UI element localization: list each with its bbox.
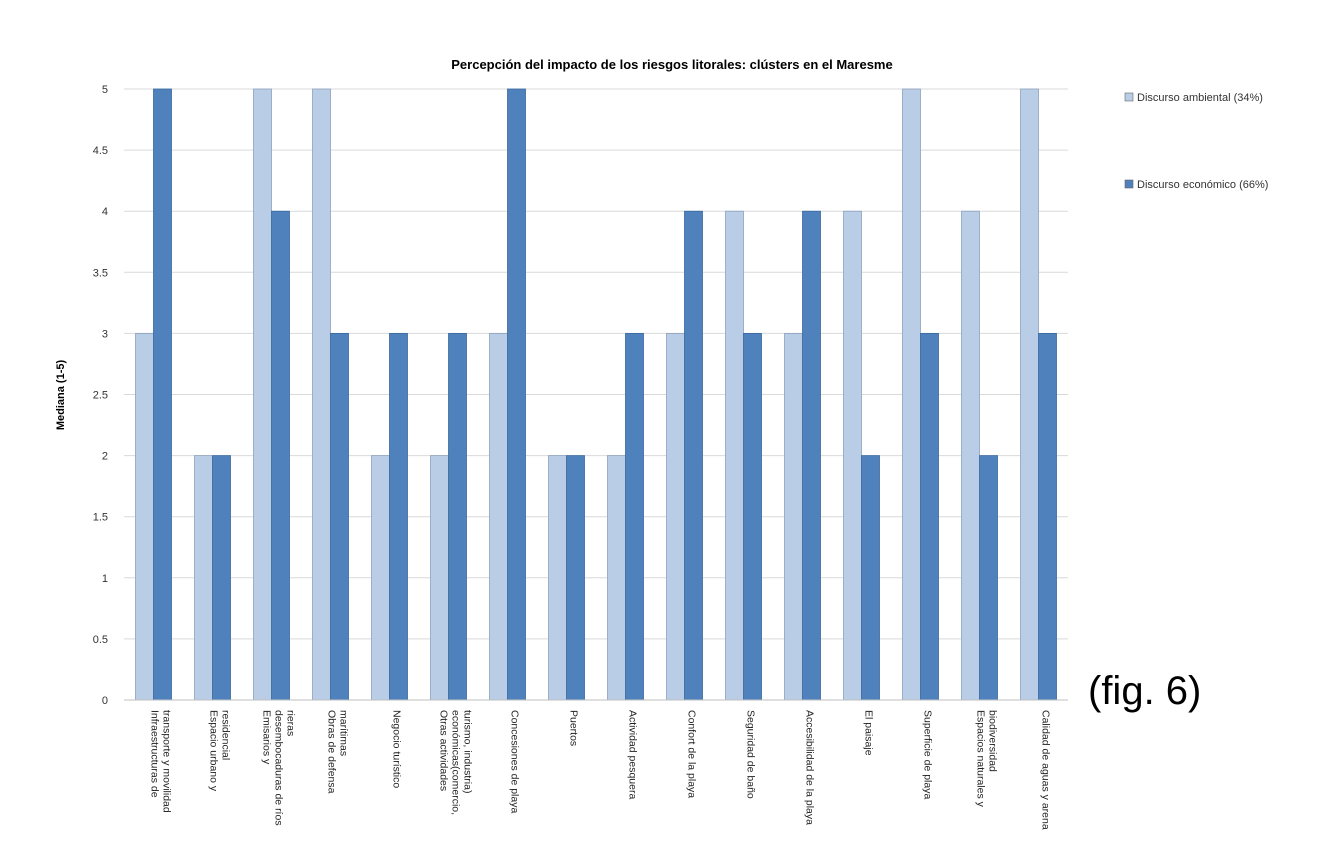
category-label: Infraestructuras de transporte y movilida… bbox=[149, 710, 173, 813]
bar-economico bbox=[448, 332, 467, 701]
bar-economico bbox=[330, 332, 349, 701]
category-label-line: Obras de defensa bbox=[326, 710, 338, 794]
y-tick-label: 4.5 bbox=[93, 145, 108, 157]
bar-ambiental bbox=[371, 455, 390, 701]
y-tick-label: 3.5 bbox=[93, 267, 108, 279]
category-label-line: Infraestructuras de bbox=[149, 710, 161, 798]
category-label-line: Espacio urbano y bbox=[208, 710, 220, 792]
y-axis-ticks: 0 0.5 1 1.5 2 2.5 3 3.5 4 4.5 5 bbox=[93, 84, 108, 707]
category-label-line: El paisaje bbox=[863, 710, 875, 756]
y-tick-label: 0 bbox=[102, 695, 108, 707]
y-tick-label: 0.5 bbox=[93, 634, 108, 646]
category-label: Emisarios y desembocaduras de ríos rieras bbox=[261, 710, 297, 826]
legend-swatch bbox=[1124, 179, 1134, 189]
category-label-line: transporte y movilidad bbox=[161, 710, 173, 813]
category-label: Concesiones de playa bbox=[509, 710, 521, 813]
legend-label: Discurso económico (66%) bbox=[1137, 179, 1268, 191]
category-label: Calidad de aguas y arena bbox=[1040, 710, 1052, 830]
bar-ambiental bbox=[430, 455, 449, 701]
bar-economico bbox=[743, 332, 762, 701]
bar-ambiental bbox=[725, 210, 744, 701]
bar-economico bbox=[153, 88, 172, 701]
category-label-line: económicas(comercio, bbox=[450, 710, 462, 815]
legend-swatch bbox=[1124, 92, 1134, 102]
bar-ambiental bbox=[607, 455, 626, 701]
category-label: Obras de defensa marítimas bbox=[326, 710, 350, 794]
y-axis-label: Mediana (1-5) bbox=[55, 360, 67, 431]
bar-ambiental bbox=[784, 332, 803, 701]
category-label-line: desembocaduras de ríos bbox=[273, 710, 285, 826]
bar-ambiental bbox=[902, 88, 921, 701]
category-label-line: Emisarios y bbox=[261, 710, 273, 765]
legend-label: Discurso ambiental (34%) bbox=[1137, 92, 1263, 104]
y-tick-label: 4 bbox=[102, 206, 108, 218]
category-label-line: Concesiones de playa bbox=[509, 710, 521, 813]
bars bbox=[135, 88, 1057, 701]
y-tick-label: 1.5 bbox=[93, 512, 108, 524]
bar-ambiental bbox=[666, 332, 685, 701]
category-label-line: Otras actividades bbox=[438, 710, 450, 791]
category-label: Negocio turístico bbox=[391, 710, 403, 788]
bar-economico bbox=[566, 455, 585, 701]
legend: Discurso ambiental (34%) Discurso económi… bbox=[1124, 92, 1268, 191]
category-label: Accesibilidad de la playa bbox=[804, 710, 816, 825]
category-label-line: rieras bbox=[285, 710, 297, 736]
figure-label: (fig. 6) bbox=[1088, 669, 1201, 713]
category-label-line: Superficie de playa bbox=[922, 710, 934, 799]
category-label-line: Puertos bbox=[568, 710, 580, 746]
bar-ambiental bbox=[1020, 88, 1039, 701]
category-label: Espacio urbano y residencial bbox=[208, 710, 232, 792]
category-label-line: marítimas bbox=[338, 710, 350, 756]
bar-economico bbox=[389, 332, 408, 701]
bar-ambiental bbox=[194, 455, 213, 701]
y-tick-label: 2.5 bbox=[93, 390, 108, 402]
category-label-line: Espacios naturales y bbox=[975, 710, 987, 808]
category-label: Seguridad de baño bbox=[745, 710, 757, 799]
bar-ambiental bbox=[312, 88, 331, 701]
bar-ambiental bbox=[843, 210, 862, 701]
bar-economico bbox=[861, 455, 880, 701]
category-label-line: Calidad de aguas y arena bbox=[1040, 710, 1052, 830]
category-label-line: Accesibilidad de la playa bbox=[804, 710, 816, 825]
category-label: Confort de la playa bbox=[686, 710, 698, 798]
bar-ambiental bbox=[489, 332, 508, 701]
bar-economico bbox=[507, 88, 526, 701]
category-label: Espacios naturales y biodiversidad bbox=[975, 710, 999, 808]
bar-ambiental bbox=[961, 210, 980, 701]
category-label-line: biodiversidad bbox=[987, 710, 999, 772]
bar-ambiental bbox=[135, 332, 154, 701]
bar-ambiental bbox=[253, 88, 272, 701]
y-tick-label: 3 bbox=[102, 328, 108, 340]
bar-economico bbox=[979, 455, 998, 701]
chart-title: Percepción del impacto de los riesgos li… bbox=[451, 57, 892, 72]
category-label-line: Actividad pesquera bbox=[627, 710, 639, 799]
y-tick-label: 5 bbox=[102, 84, 108, 96]
category-label: Puertos bbox=[568, 710, 580, 746]
bar-ambiental bbox=[548, 455, 567, 701]
bar-economico bbox=[625, 332, 644, 701]
y-tick-label: 2 bbox=[102, 451, 108, 463]
x-axis-categories: Infraestructuras de transporte y movilida… bbox=[149, 710, 1052, 830]
category-label-line: Seguridad de baño bbox=[745, 710, 757, 799]
bar-economico bbox=[684, 210, 703, 701]
category-label: Actividad pesquera bbox=[627, 710, 639, 799]
bar-economico bbox=[1038, 332, 1057, 701]
category-label: Superficie de playa bbox=[922, 710, 934, 799]
bar-economico bbox=[212, 455, 231, 701]
category-label-line: Negocio turístico bbox=[391, 710, 403, 788]
category-label-line: Confort de la playa bbox=[686, 710, 698, 798]
category-label: El paisaje bbox=[863, 710, 875, 756]
y-tick-label: 1 bbox=[102, 573, 108, 585]
bar-economico bbox=[920, 332, 939, 701]
bar-economico bbox=[271, 210, 290, 701]
category-label-line: residencial bbox=[220, 710, 232, 760]
bar-economico bbox=[802, 210, 821, 701]
category-label-line: turismo, industria) bbox=[462, 710, 474, 793]
category-label: Otras actividades económicas(comercio, tur… bbox=[438, 710, 474, 815]
